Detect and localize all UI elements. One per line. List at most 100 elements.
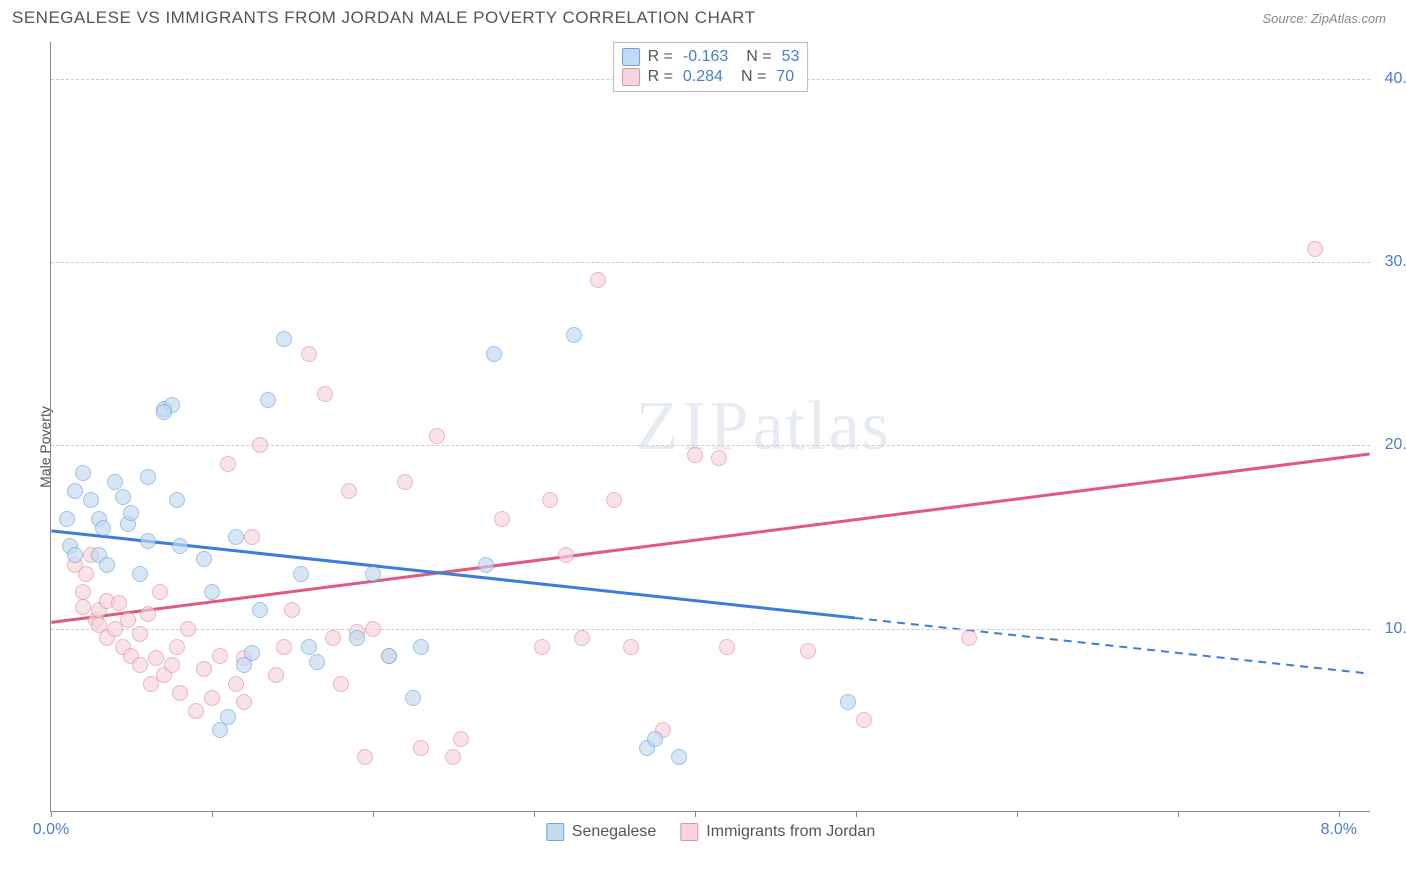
scatter-point xyxy=(558,547,574,563)
scatter-point xyxy=(180,621,196,637)
scatter-point xyxy=(606,492,622,508)
scatter-point xyxy=(59,511,75,527)
watermark-atlas: atlas xyxy=(753,388,891,465)
grid-line xyxy=(51,445,1370,446)
scatter-point xyxy=(276,331,292,347)
scatter-point xyxy=(494,511,510,527)
scatter-point xyxy=(365,621,381,637)
scatter-point xyxy=(840,694,856,710)
scatter-point xyxy=(284,602,300,618)
scatter-point xyxy=(172,685,188,701)
legend-item: Immigrants from Jordan xyxy=(680,823,875,841)
scatter-point xyxy=(276,639,292,655)
scatter-point xyxy=(111,595,127,611)
scatter-point xyxy=(132,626,148,642)
legend-label: Immigrants from Jordan xyxy=(706,823,875,841)
legend-series: Senegalese Immigrants from Jordan xyxy=(546,823,875,841)
x-tick xyxy=(534,811,535,817)
grid-line xyxy=(51,262,1370,263)
x-tick-label: 8.0% xyxy=(1321,821,1357,839)
chart-title: SENEGALESE VS IMMIGRANTS FROM JORDAN MAL… xyxy=(12,8,756,28)
legend-row: R = -0.163 N = 53 xyxy=(622,47,800,67)
scatter-point xyxy=(453,731,469,747)
scatter-point xyxy=(123,505,139,521)
scatter-point xyxy=(220,456,236,472)
scatter-point xyxy=(244,529,260,545)
scatter-point xyxy=(172,538,188,554)
x-tick xyxy=(212,811,213,817)
scatter-point xyxy=(152,584,168,600)
grid-line xyxy=(51,629,1370,630)
scatter-point xyxy=(78,566,94,582)
x-tick-label: 0.0% xyxy=(33,821,69,839)
chart-source: Source: ZipAtlas.com xyxy=(1262,11,1386,26)
legend-r-value: -0.163 xyxy=(683,48,728,66)
legend-r-label: R = xyxy=(648,48,673,66)
scatter-point xyxy=(228,676,244,692)
scatter-point xyxy=(405,690,421,706)
scatter-point xyxy=(590,272,606,288)
scatter-point xyxy=(413,639,429,655)
scatter-point xyxy=(140,606,156,622)
scatter-point xyxy=(365,566,381,582)
scatter-point xyxy=(309,654,325,670)
scatter-point xyxy=(317,386,333,402)
scatter-point xyxy=(164,657,180,673)
scatter-point xyxy=(397,474,413,490)
legend-swatch-blue xyxy=(622,48,640,66)
scatter-point xyxy=(301,346,317,362)
scatter-point xyxy=(67,483,83,499)
x-tick xyxy=(695,811,696,817)
scatter-point xyxy=(719,639,735,655)
scatter-point xyxy=(95,520,111,536)
scatter-point xyxy=(75,584,91,600)
scatter-point xyxy=(236,694,252,710)
x-tick xyxy=(1339,811,1340,817)
legend-swatch-blue xyxy=(546,823,564,841)
scatter-point xyxy=(204,690,220,706)
x-tick xyxy=(1017,811,1018,817)
x-tick xyxy=(373,811,374,817)
scatter-point xyxy=(75,599,91,615)
legend-r-value: 0.284 xyxy=(683,68,723,86)
x-tick xyxy=(51,811,52,817)
scatter-point xyxy=(800,643,816,659)
legend-item: Senegalese xyxy=(546,823,657,841)
scatter-point xyxy=(188,703,204,719)
legend-swatch-pink xyxy=(622,68,640,86)
y-tick-label: 30.0% xyxy=(1375,253,1406,271)
scatter-point xyxy=(301,639,317,655)
scatter-point xyxy=(169,639,185,655)
scatter-point xyxy=(856,712,872,728)
legend-label: Senegalese xyxy=(572,823,657,841)
legend-correlation: R = -0.163 N = 53 R = 0.284 N = 70 xyxy=(613,42,809,92)
scatter-point xyxy=(75,465,91,481)
scatter-point xyxy=(325,630,341,646)
legend-swatch-pink xyxy=(680,823,698,841)
scatter-point xyxy=(115,489,131,505)
scatter-point xyxy=(293,566,309,582)
chart-header: SENEGALESE VS IMMIGRANTS FROM JORDAN MAL… xyxy=(0,0,1406,32)
scatter-point xyxy=(429,428,445,444)
legend-n-label: N = xyxy=(741,68,766,86)
scatter-point xyxy=(228,529,244,545)
scatter-point xyxy=(687,447,703,463)
scatter-point xyxy=(140,469,156,485)
scatter-point xyxy=(260,392,276,408)
scatter-point xyxy=(333,676,349,692)
scatter-point xyxy=(67,547,83,563)
scatter-point xyxy=(132,566,148,582)
scatter-point xyxy=(341,483,357,499)
scatter-point xyxy=(252,437,268,453)
legend-r-label: R = xyxy=(648,68,673,86)
scatter-point xyxy=(148,650,164,666)
scatter-point xyxy=(169,492,185,508)
scatter-point xyxy=(671,749,687,765)
scatter-point xyxy=(196,551,212,567)
scatter-point xyxy=(140,533,156,549)
scatter-point xyxy=(542,492,558,508)
scatter-point xyxy=(961,630,977,646)
scatter-point xyxy=(252,602,268,618)
scatter-point xyxy=(107,474,123,490)
watermark: ZIPatlas xyxy=(636,387,891,467)
